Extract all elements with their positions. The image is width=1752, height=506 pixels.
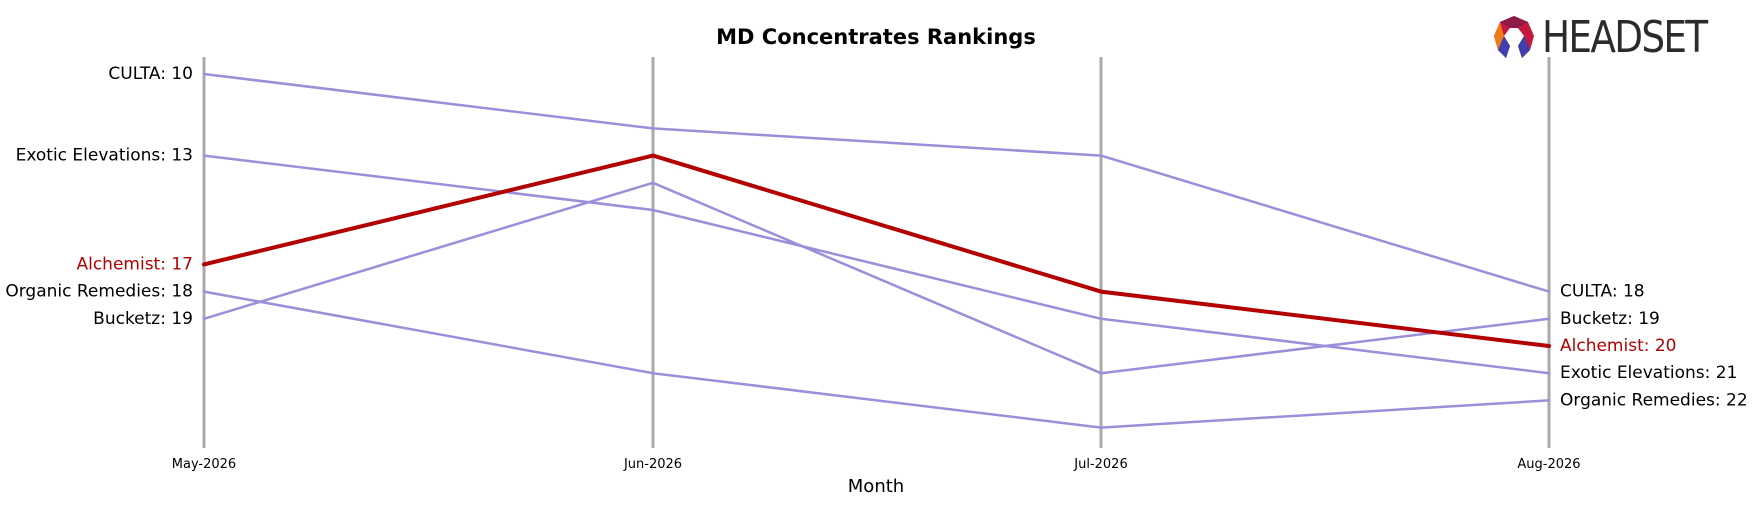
start-label: Alchemist: 17 xyxy=(76,254,193,274)
end-label: Organic Remedies: 22 xyxy=(1560,390,1748,410)
end-label: Alchemist: 20 xyxy=(1560,336,1677,356)
series-line-alchemist xyxy=(202,153,1551,348)
start-label: Organic Remedies: 18 xyxy=(5,282,193,302)
series-line-bucketz xyxy=(202,181,1551,375)
start-label: Bucketz: 19 xyxy=(93,309,193,329)
end-label: CULTA: 18 xyxy=(1560,282,1645,302)
x-tick-label: Jun-2026 xyxy=(623,457,682,472)
x-tick-label: Jul-2026 xyxy=(1073,457,1127,472)
start-label: CULTA: 10 xyxy=(108,64,193,84)
x-tick-label: Aug-2026 xyxy=(1517,457,1580,472)
series-line-culta xyxy=(202,72,1551,293)
headset-logo-icon xyxy=(1494,15,1534,58)
series-line-exotic-elevations xyxy=(202,154,1551,375)
chart-title: MD Concentrates Rankings xyxy=(716,25,1036,49)
start-label: Exotic Elevations: 13 xyxy=(16,146,193,166)
series-labels: CULTA: 10 Exotic Elevations: 13 Alchemist:… xyxy=(5,64,1747,410)
series-line-organic-remedies xyxy=(202,290,1551,429)
month-axes xyxy=(202,57,1551,448)
x-axis-label: Month xyxy=(848,476,904,497)
headset-logo-text: HEADSET xyxy=(1542,12,1708,63)
end-label: Exotic Elevations: 21 xyxy=(1560,363,1737,383)
x-tick-label: May-2026 xyxy=(172,457,236,472)
end-label: Bucketz: 19 xyxy=(1560,309,1660,329)
headset-logo: HEADSET xyxy=(1490,12,1735,63)
series-lines xyxy=(202,72,1551,429)
x-tick-labels: May-2026 Jun-2026 Jul-2026 Aug-2026 xyxy=(172,457,1581,472)
